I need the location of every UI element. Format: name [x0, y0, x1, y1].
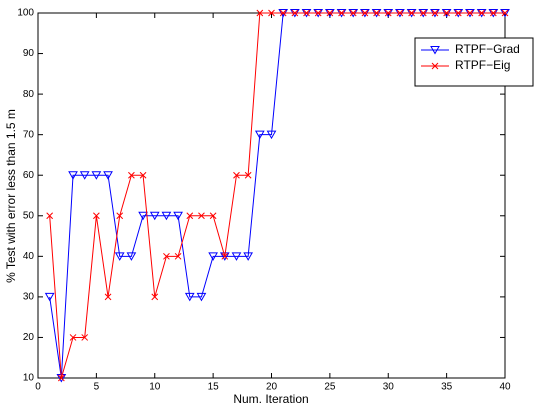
data-point: [349, 9, 357, 17]
data-point: [266, 130, 277, 140]
y-tick-label: 60: [23, 170, 35, 181]
data-point: [44, 292, 55, 302]
y-tick-label: 50: [23, 210, 35, 221]
data-point: [431, 9, 439, 17]
data-point: [396, 9, 404, 17]
data-point: [163, 252, 170, 260]
data-point: [104, 293, 112, 301]
legend-label: RTPF−Eig: [455, 58, 510, 72]
data-point: [326, 9, 334, 17]
x-axis-label: Num. Iteration: [233, 392, 308, 406]
data-point: [139, 171, 147, 179]
y-tick-label: 30: [23, 292, 35, 303]
y-tick-label: 80: [23, 89, 35, 100]
data-point: [478, 9, 486, 17]
legend-label: RTPF−Grad: [455, 42, 520, 56]
data-point: [161, 211, 172, 221]
data-point: [91, 171, 102, 180]
data-point: [184, 292, 195, 302]
data-point: [303, 9, 310, 17]
data-point: [151, 293, 159, 301]
y-tick-label: 100: [17, 8, 34, 19]
data-point: [126, 252, 137, 261]
x-tick-label: 35: [441, 382, 453, 393]
data-point: [138, 211, 148, 221]
x-tick-label: 20: [266, 382, 278, 393]
data-point: [221, 252, 229, 260]
data-point: [68, 171, 78, 180]
x-tick-label: 10: [149, 382, 161, 393]
data-point: [243, 252, 254, 261]
y-tick-label: 90: [23, 48, 35, 59]
x-tick-label: 15: [208, 382, 220, 393]
data-point: [254, 130, 265, 140]
data-point: [69, 334, 77, 341]
data-point: [489, 9, 497, 17]
x-tick-label: 30: [383, 382, 395, 393]
y-tick-label: 10: [23, 373, 35, 384]
x-tick-label: 40: [499, 382, 511, 393]
data-point: [128, 171, 135, 179]
data-point: [208, 252, 218, 261]
data-point: [291, 9, 299, 17]
y-tick-label: 70: [23, 129, 35, 140]
data-point: [93, 212, 100, 220]
data-point: [116, 212, 124, 220]
data-point: [196, 292, 207, 302]
x-tick-label: 25: [324, 382, 336, 393]
data-point: [466, 9, 474, 17]
x-tick-label: 5: [94, 382, 100, 393]
data-point: [57, 374, 65, 382]
data-point: [103, 171, 113, 180]
data-point: [174, 252, 182, 260]
y-axis-label: % Test with error less than 1.5 m: [4, 109, 18, 283]
data-point: [501, 9, 509, 17]
y-tick-label: 40: [23, 251, 35, 262]
data-point: [79, 171, 90, 180]
data-point: [454, 9, 462, 17]
data-point: [209, 212, 217, 220]
data-point: [408, 9, 415, 17]
data-point: [114, 252, 125, 261]
data-point: [443, 9, 450, 17]
legend-marker: [430, 46, 440, 55]
data-point: [173, 211, 183, 221]
data-point: [361, 9, 369, 17]
data-point: [268, 9, 275, 17]
data-point: [384, 9, 392, 17]
data-point: [46, 212, 54, 220]
data-point: [256, 9, 264, 17]
x-tick-label: 0: [35, 382, 41, 393]
data-point: [244, 171, 252, 179]
data-point: [338, 9, 345, 17]
legend-marker: [431, 62, 439, 70]
data-point: [186, 212, 194, 220]
data-point: [81, 334, 89, 341]
data-point: [231, 252, 242, 261]
data-point: [419, 9, 427, 17]
data-point: [233, 171, 240, 179]
data-point: [314, 9, 322, 17]
data-point: [373, 9, 380, 17]
series-line: [49, 12, 505, 379]
data-point: [279, 9, 287, 17]
data-point: [198, 212, 205, 220]
data-point: [149, 211, 160, 221]
y-tick-label: 20: [23, 332, 35, 343]
